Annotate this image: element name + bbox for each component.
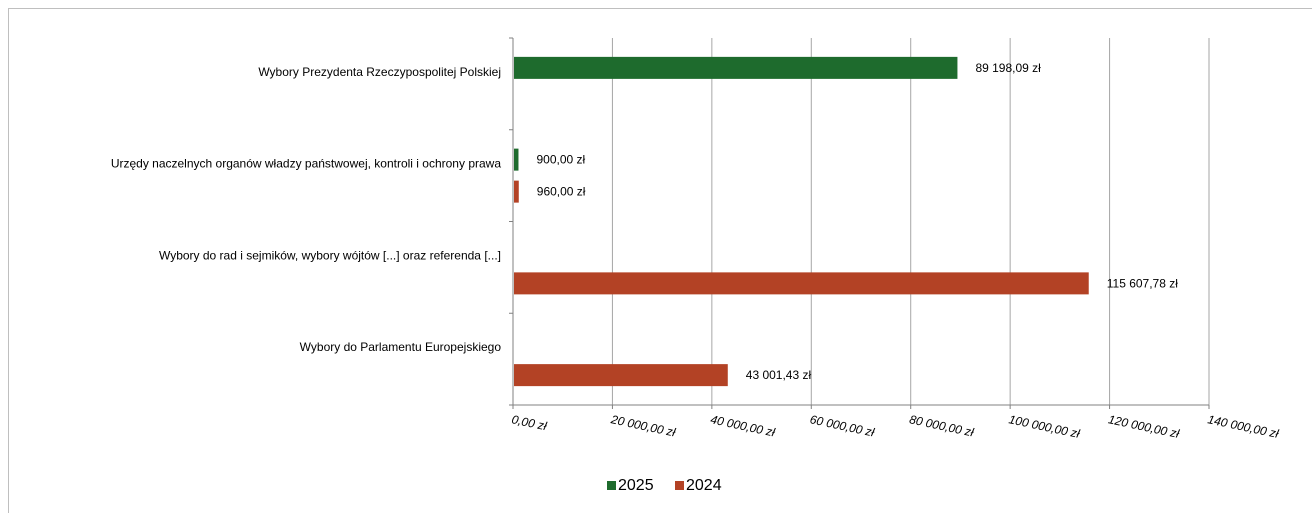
category-label: Urzędy naczelnych organów władzy państwo… — [111, 157, 502, 171]
x-tick-label: 60 000,00 zł — [809, 412, 876, 439]
x-tick-label: 20 000,00 zł — [609, 412, 677, 440]
data-label: 115 607,78 zł — [1107, 276, 1179, 290]
legend-swatch-2025 — [607, 481, 616, 490]
bar-2025 — [514, 56, 958, 79]
legend-label: 2025 — [618, 477, 654, 494]
category-label: Wybory do rad i sejmików, wybory wójtów … — [159, 248, 501, 262]
x-tick-label: 0,00 zł — [510, 412, 548, 433]
x-tick-label: 80 000,00 zł — [908, 412, 975, 439]
data-label: 89 198,09 zł — [975, 61, 1041, 75]
chart-frame — [8, 8, 1312, 513]
category-label: Wybory Prezydenta Rzeczypospolitej Polsk… — [258, 65, 501, 79]
bar-2025 — [514, 148, 519, 171]
bar-2024 — [514, 364, 728, 387]
data-label: 960,00 zł — [537, 185, 586, 199]
data-label: 900,00 zł — [536, 153, 585, 167]
x-tick-label: 100 000,00 zł — [1008, 412, 1082, 441]
legend-label: 2024 — [686, 477, 722, 494]
category-label: Wybory do Parlamentu Europejskiego — [300, 340, 502, 354]
bar-2024 — [514, 272, 1089, 295]
bar-2024 — [514, 180, 519, 203]
legend-swatch-2024 — [675, 481, 684, 490]
data-label: 43 001,43 zł — [746, 368, 812, 382]
x-tick-label: 120 000,00 zł — [1107, 412, 1181, 441]
x-tick-label: 40 000,00 zł — [709, 412, 776, 439]
x-tick-label: 140 000,00 zł — [1206, 412, 1280, 441]
